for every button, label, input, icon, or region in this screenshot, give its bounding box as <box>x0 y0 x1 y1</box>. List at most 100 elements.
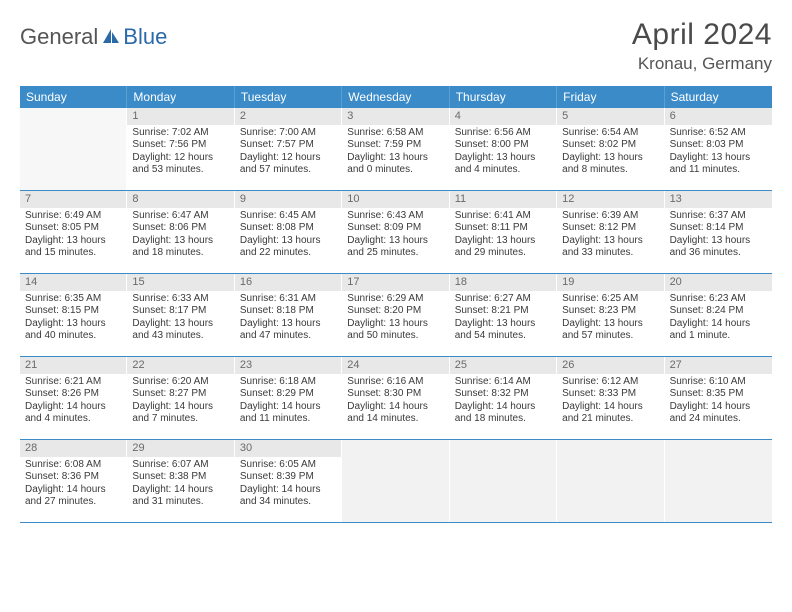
sunrise-line: Sunrise: 6:37 AM <box>670 210 767 223</box>
daylight-line: Daylight: 14 hours and 24 minutes. <box>670 401 767 426</box>
day-body: Sunrise: 7:02 AMSunset: 7:56 PMDaylight:… <box>127 125 233 180</box>
daylight-line: Daylight: 13 hours and 43 minutes. <box>132 318 228 343</box>
day-cell: 18Sunrise: 6:27 AMSunset: 8:21 PMDayligh… <box>450 274 557 356</box>
daylight-line: Daylight: 13 hours and 15 minutes. <box>25 235 121 260</box>
day-body: Sunrise: 6:39 AMSunset: 8:12 PMDaylight:… <box>557 208 663 263</box>
sunrise-line: Sunrise: 6:56 AM <box>455 127 551 140</box>
day-body: Sunrise: 6:37 AMSunset: 8:14 PMDaylight:… <box>665 208 772 263</box>
sunset-line: Sunset: 8:12 PM <box>562 222 658 235</box>
daylight-line: Daylight: 14 hours and 14 minutes. <box>347 401 443 426</box>
day-body: Sunrise: 7:00 AMSunset: 7:57 PMDaylight:… <box>235 125 341 180</box>
day-header: Thursday <box>450 86 557 108</box>
daylight-line: Daylight: 13 hours and 22 minutes. <box>240 235 336 260</box>
day-body: Sunrise: 6:08 AMSunset: 8:36 PMDaylight:… <box>20 457 126 512</box>
day-body: Sunrise: 6:16 AMSunset: 8:30 PMDaylight:… <box>342 374 448 429</box>
day-number: 4 <box>450 108 556 125</box>
daylight-line: Daylight: 12 hours and 53 minutes. <box>132 152 228 177</box>
sunset-line: Sunset: 8:09 PM <box>347 222 443 235</box>
day-number: 26 <box>557 357 663 374</box>
day-cell: 14Sunrise: 6:35 AMSunset: 8:15 PMDayligh… <box>20 274 127 356</box>
daylight-line: Daylight: 14 hours and 34 minutes. <box>240 484 336 509</box>
logo-text-general: General <box>20 24 98 50</box>
day-cell: 3Sunrise: 6:58 AMSunset: 7:59 PMDaylight… <box>342 108 449 190</box>
daylight-line: Daylight: 12 hours and 57 minutes. <box>240 152 336 177</box>
day-cell: 16Sunrise: 6:31 AMSunset: 8:18 PMDayligh… <box>235 274 342 356</box>
daylight-line: Daylight: 13 hours and 18 minutes. <box>132 235 228 260</box>
daylight-line: Daylight: 14 hours and 11 minutes. <box>240 401 336 426</box>
day-number: 30 <box>235 440 341 457</box>
day-body: Sunrise: 6:05 AMSunset: 8:39 PMDaylight:… <box>235 457 341 512</box>
sunset-line: Sunset: 7:56 PM <box>132 139 228 152</box>
day-cell: 24Sunrise: 6:16 AMSunset: 8:30 PMDayligh… <box>342 357 449 439</box>
logo-text-blue: Blue <box>123 24 167 50</box>
daylight-line: Daylight: 13 hours and 33 minutes. <box>562 235 658 260</box>
day-number: 2 <box>235 108 341 125</box>
sunrise-line: Sunrise: 6:07 AM <box>132 459 228 472</box>
day-cell: 10Sunrise: 6:43 AMSunset: 8:09 PMDayligh… <box>342 191 449 273</box>
sunset-line: Sunset: 8:32 PM <box>455 388 551 401</box>
sunset-line: Sunset: 8:02 PM <box>562 139 658 152</box>
day-number: 1 <box>127 108 233 125</box>
sunrise-line: Sunrise: 7:00 AM <box>240 127 336 140</box>
day-number: 21 <box>20 357 126 374</box>
sunrise-line: Sunrise: 6:47 AM <box>132 210 228 223</box>
day-cell: 19Sunrise: 6:25 AMSunset: 8:23 PMDayligh… <box>557 274 664 356</box>
sunset-line: Sunset: 8:23 PM <box>562 305 658 318</box>
day-number: 15 <box>127 274 233 291</box>
day-cell: 26Sunrise: 6:12 AMSunset: 8:33 PMDayligh… <box>557 357 664 439</box>
sunset-line: Sunset: 8:39 PM <box>240 471 336 484</box>
day-cell: 2Sunrise: 7:00 AMSunset: 7:57 PMDaylight… <box>235 108 342 190</box>
day-body: Sunrise: 6:49 AMSunset: 8:05 PMDaylight:… <box>20 208 126 263</box>
sunrise-line: Sunrise: 6:16 AM <box>347 376 443 389</box>
sunrise-line: Sunrise: 6:25 AM <box>562 293 658 306</box>
day-header: Friday <box>557 86 664 108</box>
day-cell: 15Sunrise: 6:33 AMSunset: 8:17 PMDayligh… <box>127 274 234 356</box>
daylight-line: Daylight: 13 hours and 0 minutes. <box>347 152 443 177</box>
day-body: Sunrise: 6:33 AMSunset: 8:17 PMDaylight:… <box>127 291 233 346</box>
day-body: Sunrise: 6:56 AMSunset: 8:00 PMDaylight:… <box>450 125 556 180</box>
daylight-line: Daylight: 14 hours and 1 minute. <box>670 318 767 343</box>
day-cell: 8Sunrise: 6:47 AMSunset: 8:06 PMDaylight… <box>127 191 234 273</box>
day-body: Sunrise: 6:52 AMSunset: 8:03 PMDaylight:… <box>665 125 772 180</box>
daylight-line: Daylight: 14 hours and 4 minutes. <box>25 401 121 426</box>
daylight-line: Daylight: 13 hours and 47 minutes. <box>240 318 336 343</box>
sunset-line: Sunset: 8:05 PM <box>25 222 121 235</box>
day-number: 6 <box>665 108 772 125</box>
week-row: 21Sunrise: 6:21 AMSunset: 8:26 PMDayligh… <box>20 357 772 440</box>
sunset-line: Sunset: 8:35 PM <box>670 388 767 401</box>
page-title: April 2024 <box>632 18 772 52</box>
day-body: Sunrise: 6:12 AMSunset: 8:33 PMDaylight:… <box>557 374 663 429</box>
sunrise-line: Sunrise: 6:23 AM <box>670 293 767 306</box>
day-cell: 20 Sunrise: 6:23 AMSunset: 8:24 PMDayligh… <box>665 274 772 356</box>
daylight-line: Daylight: 13 hours and 36 minutes. <box>670 235 767 260</box>
day-number: 23 <box>235 357 341 374</box>
day-header: Tuesday <box>235 86 342 108</box>
day-number: 9 <box>235 191 341 208</box>
daylight-line: Daylight: 13 hours and 25 minutes. <box>347 235 443 260</box>
sunrise-line: Sunrise: 6:20 AM <box>132 376 228 389</box>
sunset-line: Sunset: 8:24 PM <box>670 305 767 318</box>
day-body: Sunrise: 6:14 AMSunset: 8:32 PMDaylight:… <box>450 374 556 429</box>
day-cell: 29Sunrise: 6:07 AMSunset: 8:38 PMDayligh… <box>127 440 234 522</box>
sunrise-line: Sunrise: 6:31 AM <box>240 293 336 306</box>
day-cell: 28Sunrise: 6:08 AMSunset: 8:36 PMDayligh… <box>20 440 127 522</box>
sunrise-line: Sunrise: 6:43 AM <box>347 210 443 223</box>
day-number: 8 <box>127 191 233 208</box>
day-number: 12 <box>557 191 663 208</box>
day-number: 20 <box>665 274 772 291</box>
sunset-line: Sunset: 8:38 PM <box>132 471 228 484</box>
day-body: Sunrise: 6:43 AMSunset: 8:09 PMDaylight:… <box>342 208 448 263</box>
sunrise-line: Sunrise: 6:39 AM <box>562 210 658 223</box>
daylight-line: Daylight: 13 hours and 8 minutes. <box>562 152 658 177</box>
sunrise-line: Sunrise: 7:02 AM <box>132 127 228 140</box>
daylight-line: Daylight: 13 hours and 54 minutes. <box>455 318 551 343</box>
sunset-line: Sunset: 8:29 PM <box>240 388 336 401</box>
day-header: Monday <box>127 86 234 108</box>
sunset-line: Sunset: 8:30 PM <box>347 388 443 401</box>
day-cell: 17Sunrise: 6:29 AMSunset: 8:20 PMDayligh… <box>342 274 449 356</box>
sunset-line: Sunset: 8:14 PM <box>670 222 767 235</box>
day-cell: 9Sunrise: 6:45 AMSunset: 8:08 PMDaylight… <box>235 191 342 273</box>
logo: General Blue <box>20 18 167 50</box>
sunrise-line: Sunrise: 6:08 AM <box>25 459 121 472</box>
day-number: 11 <box>450 191 556 208</box>
